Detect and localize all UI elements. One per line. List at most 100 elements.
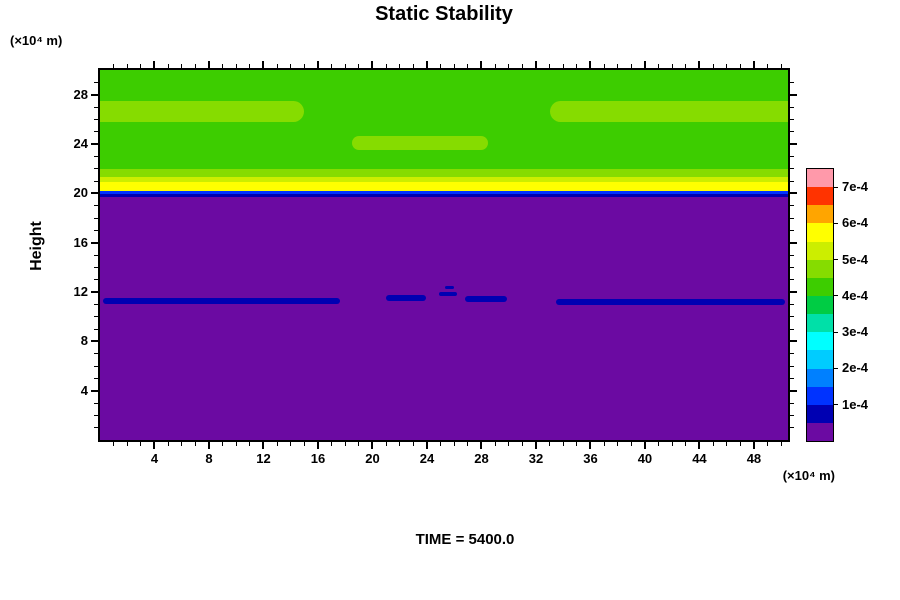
x-axis-minor-tick: [126, 442, 128, 446]
x-axis-minor-tick: [126, 64, 128, 68]
x-axis-minor-tick: [235, 442, 237, 446]
y-axis-major-tick: [91, 241, 98, 244]
x-axis-major-tick: [698, 442, 701, 449]
y-axis-major-tick: [91, 340, 98, 343]
colorbar-tick-label: 4e-4: [842, 287, 869, 303]
colorbar: [806, 168, 834, 442]
y-tick-label: 24: [73, 136, 88, 151]
y-tick-label: 12: [73, 284, 88, 299]
contour-band-yellow-band: [100, 181, 788, 192]
x-axis-minor-tick: [276, 442, 278, 446]
y-axis-major-tick: [790, 389, 797, 392]
x-axis-minor-tick: [331, 64, 333, 68]
colorbar-tick-label: 1e-4: [842, 396, 869, 412]
x-tick-label: 20: [365, 451, 380, 466]
x-axis-minor-tick: [276, 64, 278, 68]
x-axis-minor-tick: [671, 442, 673, 446]
x-axis-minor-tick: [344, 442, 346, 446]
colorbar-segment: [807, 277, 833, 296]
x-axis-minor-tick: [222, 442, 224, 446]
x-tick-label: 8: [205, 451, 213, 466]
x-axis-minor-tick: [780, 64, 782, 68]
y-axis-major-tick: [91, 291, 98, 293]
y-axis-major-tick: [790, 192, 797, 195]
x-tick-label: 40: [637, 451, 653, 466]
colorbar-segment: [807, 368, 833, 387]
y-axis-minor-tick: [790, 316, 794, 318]
colorbar-segment: [807, 404, 833, 423]
x-axis-minor-tick: [358, 442, 360, 446]
colorbar-tick-label: 5e-4: [842, 251, 869, 267]
low-stability-streak: [465, 296, 508, 303]
y-axis-minor-tick: [94, 168, 98, 170]
x-axis-minor-tick: [399, 442, 401, 446]
x-axis-minor-tick: [194, 64, 196, 68]
x-axis-major-tick: [316, 61, 319, 68]
colorbar-tick: [834, 186, 838, 188]
y-axis-minor-tick: [94, 118, 98, 120]
x-axis-minor-tick: [549, 442, 551, 446]
x-axis-minor-tick: [412, 64, 414, 68]
x-axis-minor-tick: [508, 442, 510, 446]
y-axis-minor-tick: [94, 229, 98, 231]
x-axis-major-tick: [153, 442, 156, 449]
x-axis-major-tick: [752, 61, 755, 68]
x-tick-label: 28: [474, 451, 489, 466]
x-tick-label: 36: [583, 451, 598, 466]
y-axis-minor-tick: [790, 131, 794, 133]
x-axis-minor-tick: [290, 442, 292, 446]
x-axis-minor-tick: [290, 64, 292, 68]
x-axis-minor-tick: [140, 442, 142, 446]
time-label: TIME = 5400.0: [415, 531, 515, 548]
y-axis-major-tick: [790, 241, 797, 244]
y-axis-major-tick: [790, 291, 797, 293]
colorbar-segment: [807, 223, 833, 242]
x-tick-label: 32: [528, 451, 544, 466]
x-axis-minor-tick: [385, 64, 387, 68]
x-axis-minor-tick: [467, 442, 469, 446]
contour-band-yellow-green-strip: [100, 169, 788, 177]
x-axis-major-tick: [371, 442, 374, 449]
y-axis-minor-tick: [790, 402, 794, 404]
x-axis-major-tick: [534, 61, 537, 68]
x-axis-minor-tick: [113, 442, 115, 446]
x-axis-minor-tick: [249, 64, 251, 68]
x-axis-minor-tick: [630, 64, 632, 68]
x-tick-label: 44: [692, 451, 707, 466]
y-axis-minor-tick: [94, 353, 98, 355]
x-axis-minor-tick: [385, 442, 387, 446]
plot-area: [100, 70, 788, 440]
y-axis-minor-tick: [790, 217, 794, 219]
chart-title: Static Stability: [375, 3, 513, 25]
x-axis-minor-tick: [140, 64, 142, 68]
colorbar-tick: [834, 331, 838, 333]
y-axis-label: Height: [28, 221, 45, 271]
x-axis-minor-tick: [739, 64, 741, 68]
y-axis-minor-tick: [94, 402, 98, 404]
x-axis-major-tick: [698, 61, 701, 68]
y-axis-major-tick: [91, 143, 98, 145]
x-axis-minor-tick: [249, 442, 251, 446]
colorbar-tick: [834, 367, 838, 369]
x-tick-label: 12: [256, 451, 271, 466]
x-axis-minor-tick: [412, 442, 414, 446]
y-axis-minor-tick: [790, 365, 794, 367]
x-tick-label: 24: [419, 451, 435, 466]
x-axis-major-tick: [262, 61, 265, 68]
y-axis-major-tick: [91, 192, 98, 195]
x-axis-minor-tick: [780, 442, 782, 446]
x-tick-label: 48: [746, 451, 762, 466]
y-axis-minor-tick: [790, 353, 794, 355]
x-axis-minor-tick: [685, 64, 687, 68]
x-axis-minor-tick: [617, 64, 619, 68]
y-axis-minor-tick: [94, 303, 98, 305]
contour-band-blue-line: [100, 191, 788, 195]
colorbar-segment: [807, 350, 833, 369]
x-axis-major-tick: [262, 442, 265, 449]
x-axis-major-tick: [534, 442, 537, 449]
x-axis-minor-tick: [440, 64, 442, 68]
x-axis-major-tick: [371, 61, 374, 68]
colorbar-segment: [807, 259, 833, 278]
y-axis-minor-tick: [790, 427, 794, 429]
x-axis-minor-tick: [521, 442, 523, 446]
